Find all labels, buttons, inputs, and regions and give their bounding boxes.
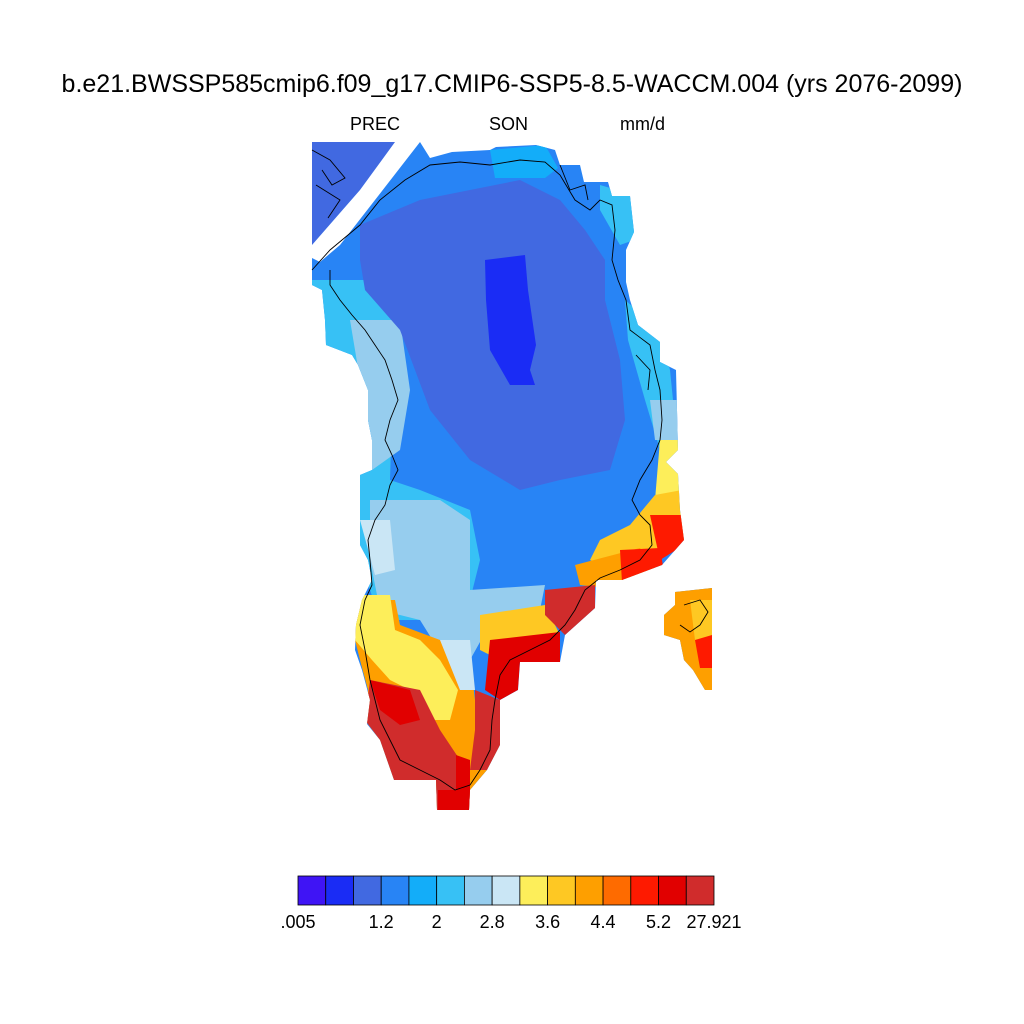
colorbar-tick-label: .005 [280, 912, 316, 932]
colorbar-tick-label: 27.921 [686, 912, 742, 932]
colorbar-swatch [463, 875, 493, 906]
island-gap [312, 142, 420, 262]
tip-red [438, 755, 470, 810]
variable-label: PREC [350, 114, 401, 134]
north-fringe [490, 145, 558, 178]
figure-title: b.e21.BWSSP585cmip6.f09_g17.CMIP6-SSP5-8… [61, 70, 963, 98]
south-palest [360, 520, 395, 575]
south-darkred-1 [545, 585, 595, 635]
colorbar-swatch [436, 875, 465, 906]
south-east-darkred [470, 690, 500, 770]
south-light [370, 500, 545, 660]
precip-field [312, 142, 712, 810]
south-tip-red [370, 680, 420, 725]
colorbar [297, 875, 715, 906]
colorbar-swatch [602, 875, 632, 906]
units-label: mm/d [620, 114, 665, 134]
west-light [350, 320, 410, 470]
colorbar-tick-label: 2 [431, 912, 442, 932]
south-red [485, 632, 560, 700]
colorbar-swatch [353, 875, 382, 906]
colorbar-swatch [547, 875, 576, 906]
colorbar-swatch [519, 875, 548, 906]
colorbar-tick-label: 2.8 [479, 912, 505, 932]
summit-minimum [485, 255, 536, 385]
south-tip-yellow [355, 595, 458, 720]
colorbar-swatch [408, 875, 438, 906]
colorbar-swatch [325, 875, 354, 906]
iceland-red [695, 635, 712, 668]
northeast-fringe [600, 185, 634, 245]
northwest-plateau [312, 142, 395, 245]
se-coast-red-2 [620, 548, 664, 582]
colorbar-swatch [491, 875, 521, 906]
south-tip-pale [440, 640, 475, 690]
colorbar-swatch [380, 875, 410, 906]
colorbar-tick-label: 5.2 [646, 912, 672, 932]
colorbar-tick-label: 1.2 [368, 912, 394, 932]
colorbar-swatch [685, 875, 715, 906]
colorbar-tick-label: 3.6 [535, 912, 561, 932]
colorbar-swatch [658, 875, 687, 906]
colorbar-tick-label: 4.4 [590, 912, 616, 932]
colorbar-swatch [630, 875, 659, 906]
coastline [311, 149, 709, 791]
colorbar-swatch [297, 875, 327, 906]
colorbar-swatch [574, 875, 604, 906]
east-light [650, 400, 678, 440]
season-label: SON [489, 114, 529, 134]
